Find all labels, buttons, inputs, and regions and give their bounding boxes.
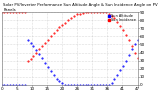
Legend: Sun Altitude, Sun Incidence: Sun Altitude, Sun Incidence — [108, 14, 136, 23]
Text: Solar PV/Inverter Performance Sun Altitude Angle & Sun Incidence Angle on PV Pan: Solar PV/Inverter Performance Sun Altitu… — [3, 3, 158, 12]
